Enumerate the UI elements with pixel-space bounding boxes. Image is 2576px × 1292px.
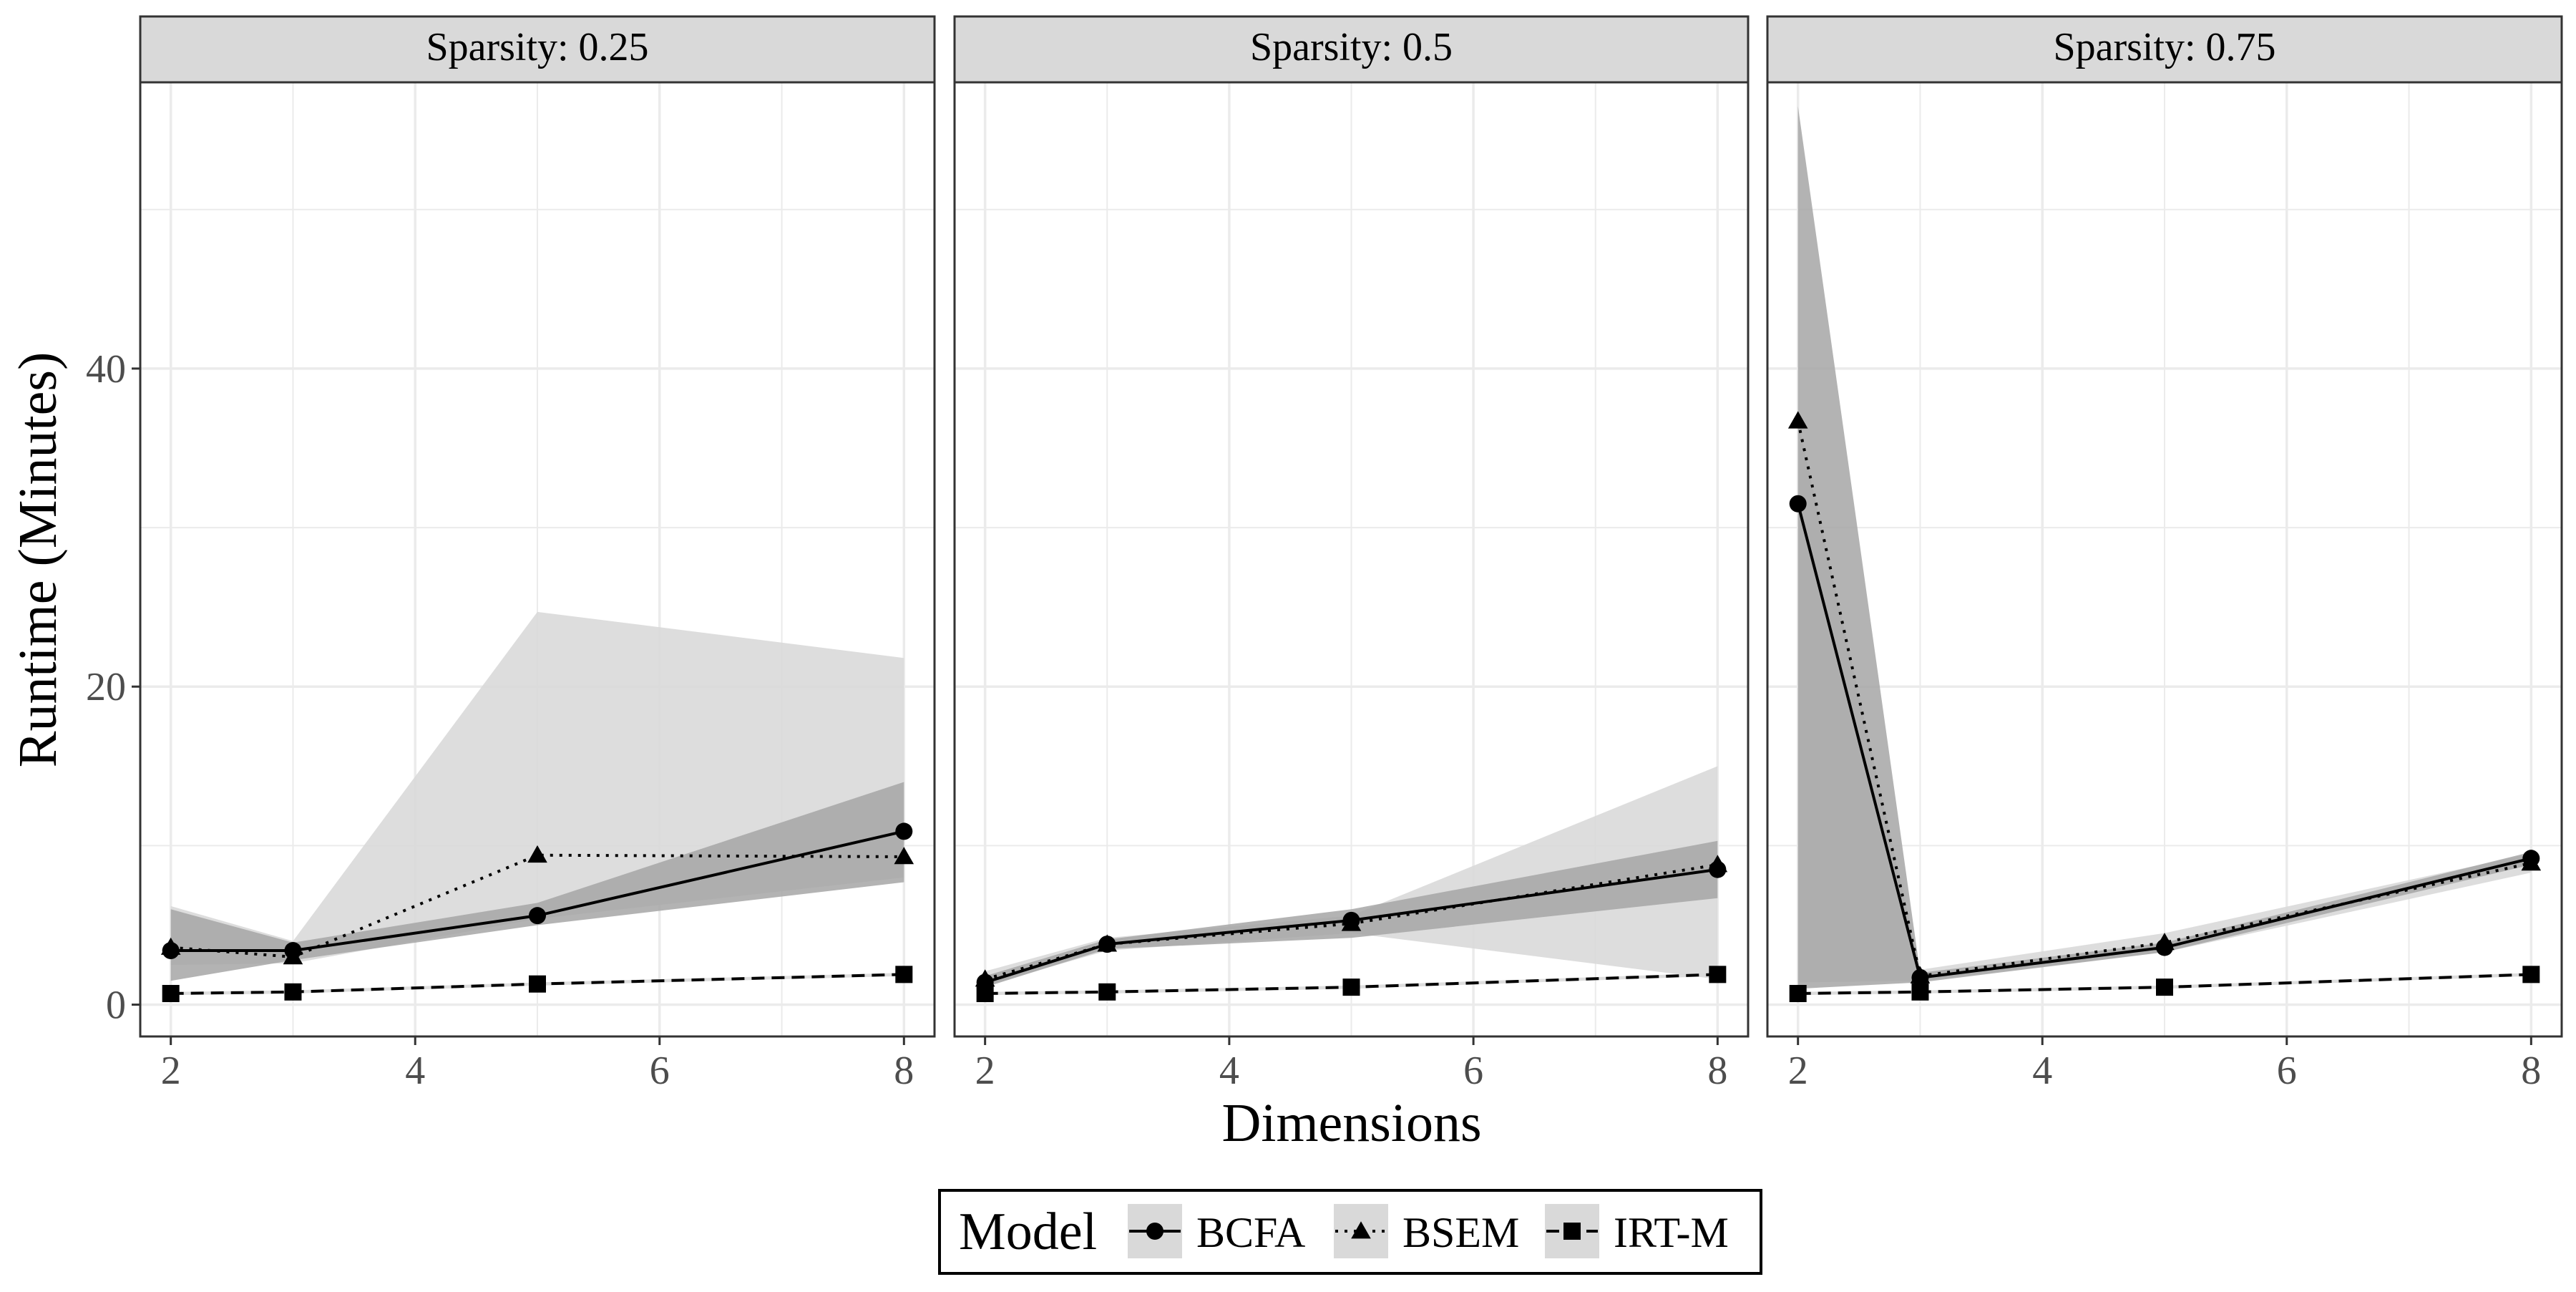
point-bcfa [1789, 495, 1807, 513]
series-line-irt-m [170, 973, 904, 996]
series-line-bcfa [985, 868, 1718, 984]
legend-marker-bcfa [1146, 1223, 1163, 1240]
x-axis-title: Dimensions [1221, 1093, 1481, 1153]
x-tick-label: 4 [2032, 1049, 2052, 1093]
point-irt-m [976, 985, 994, 1003]
x-tick-label: 2 [1788, 1049, 1808, 1093]
point-irt-m [529, 975, 546, 993]
point-irt-m [162, 985, 180, 1003]
facet-strip-label: Sparsity: 0.75 [2053, 25, 2275, 69]
point-bsem [527, 845, 547, 863]
facet-strip [953, 15, 1750, 84]
y-tick-label: 20 [86, 665, 126, 709]
point-bsem [975, 969, 995, 987]
panel-3: Sparsity: 0.75 2 4 6 8 [1766, 15, 2563, 1093]
y-axis-title: Runtime (Minutes) [8, 352, 68, 768]
point-irt-m [1098, 983, 1116, 1001]
point-bcfa [529, 907, 546, 925]
point-irt-m [1342, 978, 1360, 996]
point-bsem [2521, 853, 2542, 871]
point-bsem [160, 937, 181, 955]
band-bcfa [170, 782, 904, 981]
x-tick-label: 2 [161, 1049, 181, 1093]
band-bcfa [1797, 106, 2532, 989]
point-bsem [1787, 411, 1808, 429]
series-line-bcfa [170, 830, 904, 953]
point-irt-m [1709, 966, 1727, 983]
legend-marker-bsem [1351, 1221, 1371, 1239]
legend-label: BCFA [1196, 1209, 1305, 1256]
x-tick-label: 6 [650, 1049, 670, 1093]
facet-strip-label: Sparsity: 0.5 [1250, 25, 1453, 69]
x-tick-label: 8 [894, 1049, 914, 1093]
point-bsem [1910, 966, 1931, 983]
x-tick-label: 2 [975, 1049, 995, 1093]
point-irt-m [1789, 985, 1807, 1003]
series-line-bcfa [1796, 503, 2532, 979]
panel-1: Sparsity: 0.25 2 4 6 8 [139, 15, 936, 1093]
point-bsem [1097, 934, 1118, 952]
series-line-irt-m [1797, 973, 2532, 996]
x-tick-label: 8 [1707, 1049, 1727, 1093]
legend-label: BSEM [1402, 1209, 1519, 1256]
point-bsem [2155, 933, 2175, 951]
point-bsem [1341, 913, 1362, 931]
x-tick-label: 4 [1219, 1049, 1239, 1093]
point-bsem [283, 947, 303, 965]
point-bcfa [895, 822, 913, 840]
legend-marker-irt-m [1563, 1223, 1581, 1240]
point-irt-m [2156, 978, 2173, 996]
point-irt-m [895, 966, 913, 983]
panel-2: Sparsity: 0.5 2 4 6 8 [953, 15, 1750, 1093]
y-tick-label: 0 [106, 983, 126, 1028]
x-tick-label: 8 [2521, 1049, 2541, 1093]
x-tick-label: 4 [405, 1049, 425, 1093]
point-irt-m [2522, 966, 2540, 983]
point-irt-m [1911, 983, 1929, 1001]
facet-strip [1766, 15, 2563, 84]
series-line-irt-m [985, 973, 1718, 996]
x-tick-label: 6 [1463, 1049, 1483, 1093]
point-bsem [1707, 855, 1728, 873]
legend: Model BCFA BSEM IRT-M [938, 1189, 1762, 1275]
legend-title: Model [959, 1203, 1097, 1261]
facet-strip [139, 15, 936, 84]
y-tick-label: 40 [86, 347, 126, 392]
point-bsem [894, 847, 914, 865]
x-tick-label: 6 [2277, 1049, 2297, 1093]
band-bsem [985, 766, 1718, 986]
point-irt-m [284, 983, 302, 1001]
facet-strip-label: Sparsity: 0.25 [426, 25, 648, 69]
legend-label: IRT-M [1614, 1209, 1729, 1256]
